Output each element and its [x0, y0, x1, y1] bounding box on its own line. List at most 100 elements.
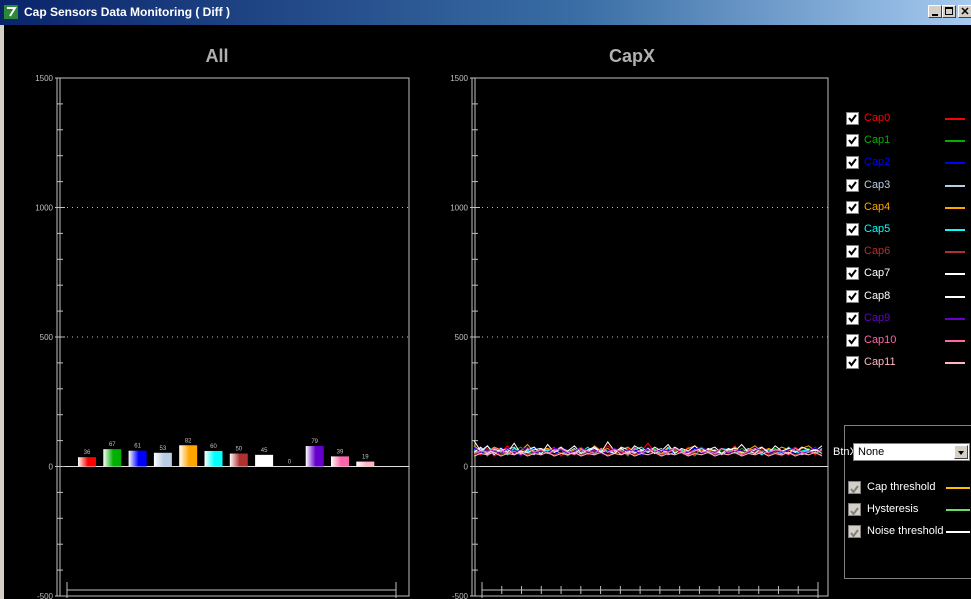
close-button[interactable]	[958, 5, 971, 18]
close-icon	[961, 7, 969, 15]
plot-frame	[56, 77, 410, 597]
legend-swatch	[945, 362, 965, 365]
checkmark-icon	[848, 336, 857, 345]
checkmark-icon	[850, 485, 859, 494]
bar-value-label: 67	[109, 442, 116, 448]
maximize-button[interactable]	[942, 5, 956, 18]
minimize-button[interactable]	[928, 5, 942, 18]
legend-checkbox[interactable]	[846, 178, 859, 192]
legend-checkbox[interactable]	[846, 112, 859, 125]
legend-swatch	[945, 229, 965, 231]
threshold-checkbox[interactable]	[848, 481, 861, 494]
legend-checkbox[interactable]	[846, 289, 859, 303]
bar	[128, 450, 147, 467]
bar-value-label: 36	[84, 450, 91, 456]
y-tick-label: 1000	[450, 204, 468, 213]
legend-swatch	[945, 295, 965, 298]
chart-title-all: All	[205, 46, 229, 66]
series-line	[473, 446, 823, 456]
legend-checkbox[interactable]	[846, 200, 859, 214]
bar	[229, 453, 248, 467]
legend-label: Cap11	[864, 356, 896, 369]
bar	[305, 446, 324, 467]
window-border	[967, 25, 971, 599]
y-tick-label: 0	[49, 463, 54, 472]
legend-label: Cap2	[864, 156, 891, 169]
series-line	[473, 447, 823, 456]
maximize-icon	[945, 7, 953, 15]
minimize-icon	[932, 14, 938, 16]
legend-checkbox[interactable]	[846, 245, 859, 259]
title-bar[interactable]: Cap Sensors Data Monitoring ( Diff )	[0, 0, 971, 25]
bar	[255, 454, 274, 467]
legend-label: Cap8	[864, 289, 891, 302]
bar-value-label: 82	[185, 438, 192, 444]
checkmark-icon	[848, 158, 857, 168]
legend-checkbox[interactable]	[846, 334, 859, 347]
legend-checkbox[interactable]	[846, 356, 859, 370]
y-tick-label: 1500	[35, 74, 53, 83]
legend-label: Cap6	[864, 245, 891, 258]
series-line	[473, 446, 823, 456]
window-title: Cap Sensors Data Monitoring ( Diff )	[24, 5, 231, 19]
legend-label: Cap7	[864, 267, 891, 280]
window-border	[0, 25, 4, 599]
series-line	[473, 442, 823, 457]
legend-label: Cap5	[864, 223, 891, 235]
legend-swatch	[945, 140, 965, 143]
legend-checkbox[interactable]	[846, 223, 859, 236]
app-icon	[4, 5, 18, 19]
legend-label: Cap0	[864, 112, 891, 124]
series-line	[473, 440, 823, 456]
checkmark-icon	[848, 314, 857, 323]
legend-swatch	[945, 273, 965, 276]
legend-swatch	[945, 251, 965, 254]
legend-swatch	[945, 340, 965, 342]
bar	[103, 449, 122, 467]
series-line	[473, 445, 823, 456]
legend-checkbox[interactable]	[846, 311, 859, 325]
y-tick-label: 1000	[35, 204, 53, 213]
checkmark-icon	[850, 529, 859, 538]
legend-checkbox[interactable]	[846, 134, 859, 148]
checkmark-icon	[848, 225, 857, 234]
checkmark-icon	[848, 358, 857, 367]
btnx-value: None	[858, 446, 885, 458]
legend-swatch	[945, 184, 965, 187]
threshold-swatch	[946, 531, 970, 533]
threshold-label: Cap threshold	[867, 481, 936, 493]
all-bar-chart: 150010005000-500Cap0-1136676153826050450…	[35, 74, 410, 599]
series-line	[473, 450, 823, 456]
series-line	[473, 446, 823, 457]
bar-value-label: 0	[288, 460, 292, 466]
legend-checkbox[interactable]	[846, 156, 859, 170]
series-line	[473, 446, 823, 457]
threshold-swatch	[946, 487, 970, 489]
legend-label: Cap9	[864, 311, 891, 324]
legend-label: Cap1	[864, 134, 891, 147]
legend-checkbox[interactable]	[846, 267, 859, 281]
legend-label: Cap10	[864, 334, 897, 346]
threshold-checkbox[interactable]	[848, 525, 861, 538]
bar	[153, 452, 172, 467]
btnx-select[interactable]: None	[853, 443, 970, 461]
chart-title-capx: CapX	[608, 46, 655, 66]
legend-swatch	[945, 206, 965, 209]
checkmark-icon	[848, 269, 857, 279]
threshold-group	[844, 425, 971, 579]
threshold-checkbox[interactable]	[848, 503, 861, 516]
series-line	[473, 443, 823, 455]
checkmark-icon	[850, 507, 859, 516]
series-line	[473, 451, 823, 457]
legend-label: Cap3	[864, 178, 891, 191]
checkmark-icon	[848, 114, 857, 123]
legend-swatch	[945, 162, 965, 165]
bar-value-label: 53	[160, 446, 167, 452]
bar	[78, 457, 96, 467]
bar	[204, 450, 223, 467]
bar-value-label: 45	[261, 448, 268, 454]
dropdown-button[interactable]	[954, 445, 968, 459]
checkmark-icon	[848, 291, 857, 301]
